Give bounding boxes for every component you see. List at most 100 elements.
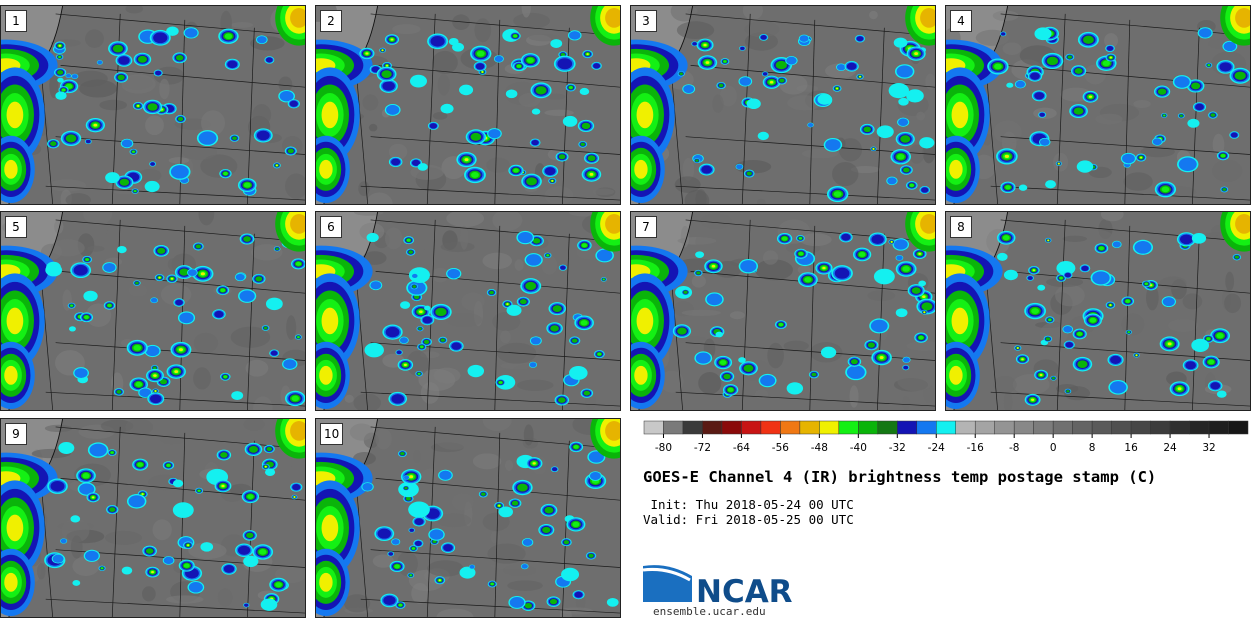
convective-cell [243,182,251,188]
convective-cell [918,335,924,340]
convective-cell [404,486,408,490]
state-border [370,136,620,155]
cloud-texture [159,433,186,445]
state-border [45,598,305,614]
convective-cell [370,281,382,290]
convective-cell [524,602,532,609]
state-border [55,136,305,155]
cloud-texture [57,521,95,531]
convective-cell [429,123,438,129]
convective-cell [593,63,601,69]
convective-cell [873,268,895,285]
cloud-texture [98,226,108,235]
convective-cell [1207,64,1211,67]
cloud-texture [474,18,492,43]
convective-cell [715,331,724,338]
state-border [179,432,186,617]
convective-cell [223,171,228,176]
convective-cell [172,502,194,518]
cloud-texture [145,115,164,136]
cloud-texture [754,259,794,281]
convective-cell [321,307,339,335]
convective-cell [414,518,424,525]
convective-cell [1015,80,1026,88]
cloud-texture [36,563,46,580]
colorbar-box [1033,420,1054,435]
cloud-texture [245,359,269,377]
postage-stamp-panel: 6 [315,211,621,411]
colorbar-box [1169,420,1190,435]
cloud-texture [783,340,809,352]
convective-cell [243,236,251,242]
convective-cell [105,172,120,184]
convective-cell [1067,55,1073,59]
convective-cell [1064,272,1071,278]
convective-cell [116,389,122,394]
convective-cell [152,366,157,370]
convective-cell [141,493,144,496]
convective-cell [738,357,746,363]
colorbar-tick-label: -24 [928,442,945,454]
convective-cell [498,504,501,507]
convective-cell [1235,213,1250,234]
convective-cell [1106,45,1114,51]
convective-cell [256,36,267,44]
convective-cell [248,445,259,453]
state-border [985,65,999,204]
cloud-texture [152,519,172,541]
convective-cell [97,60,103,65]
convective-cell [188,582,203,593]
convective-cell [260,598,278,611]
convective-cell [526,254,542,266]
cloud-texture [1146,284,1159,311]
convective-cell [526,57,534,63]
convective-cell [1047,239,1050,242]
panel-label: 7 [635,216,657,238]
ncar-logo: NCAR [642,565,793,606]
convective-cell [290,7,305,28]
panel-label: 2 [320,10,342,32]
convective-cell [746,98,761,110]
convective-cell [265,297,283,311]
convective-cell [408,267,430,284]
convective-cell [546,254,550,257]
convective-cell [1125,299,1130,303]
colorbar-box [1130,420,1151,435]
convective-cell [290,213,305,234]
convective-cell [923,311,926,314]
convective-cell [128,495,145,508]
convective-cell [871,234,884,244]
postage-stamp-panel: 7 [630,211,936,411]
convective-cell [903,365,909,370]
colorbar-box [1111,420,1132,435]
convective-cell [1230,132,1238,138]
convective-cell [743,364,754,372]
convective-cell [297,336,300,339]
convective-cell [705,61,710,65]
convective-cell [403,363,407,367]
cloud-texture [446,212,485,228]
cloud-texture [482,252,512,270]
convective-cell [711,264,716,268]
convective-cell [1082,35,1094,44]
cloud-texture [461,292,485,311]
state-border [1005,271,1250,294]
cloud-texture [676,21,715,40]
convective-cell [295,261,302,266]
convective-cell [435,307,447,317]
convective-cell [597,352,602,356]
cloud-texture [544,186,574,204]
cloud-texture [362,94,379,111]
convective-cell [552,467,558,472]
convective-cell [1057,162,1060,165]
cloud-texture [412,449,422,463]
cloud-texture [659,370,684,393]
cloud-texture [698,371,722,395]
convective-cell [920,213,935,234]
cloud-texture [528,33,561,42]
convective-cell [526,177,537,186]
convective-cell [605,420,620,441]
convective-cell [58,55,61,58]
cloud-texture [282,267,293,284]
state-border [370,549,620,568]
